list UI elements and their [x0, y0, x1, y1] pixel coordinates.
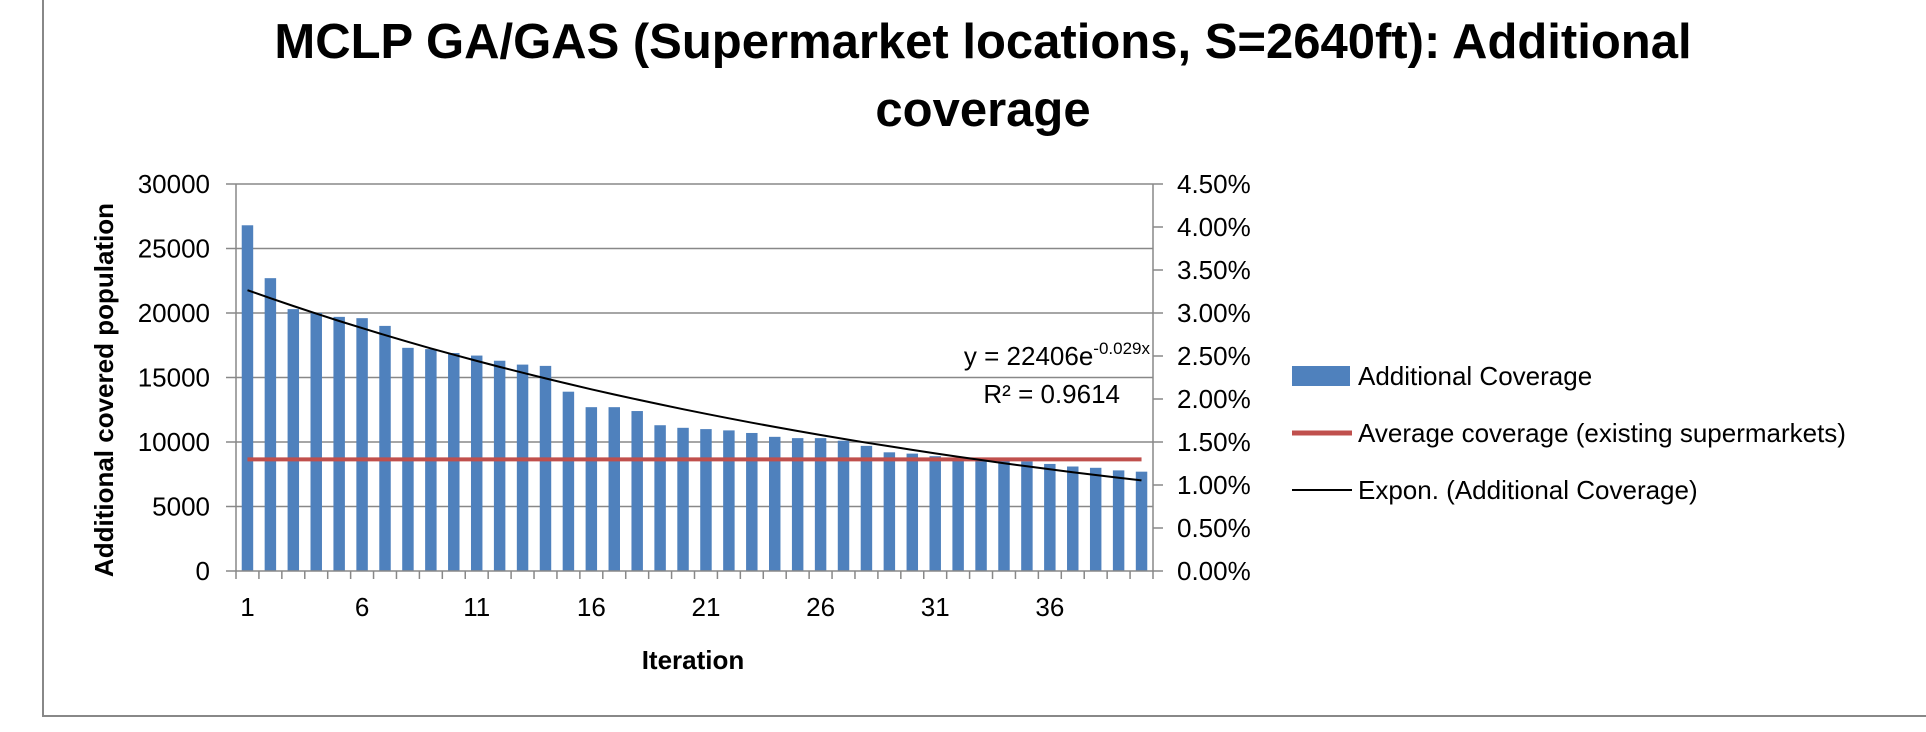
bar-additional-coverage — [746, 432, 758, 571]
x-axis-tick-label: 6 — [355, 592, 369, 622]
legend-label-average-coverage: Average coverage (existing supermarkets) — [1358, 418, 1846, 448]
bar-additional-coverage — [516, 364, 529, 571]
x-axis-tick-label: 26 — [806, 592, 835, 622]
bar-additional-coverage — [654, 425, 666, 571]
secondary-y-axis-tick-label: 4.00% — [1177, 212, 1251, 242]
bar-additional-coverage — [791, 438, 804, 571]
bar-additional-coverage — [333, 316, 345, 571]
axes — [226, 183, 1163, 579]
bar-additional-coverage — [493, 360, 506, 571]
bar-additional-coverage — [814, 438, 827, 571]
bar-additional-coverage — [356, 318, 368, 571]
trend-equation: y = 22406e-0.029x — [964, 339, 1151, 371]
secondary-y-axis-tick-label: 2.00% — [1177, 384, 1251, 414]
bar-additional-coverage — [952, 457, 964, 571]
secondary-y-axis-tick-label: 0.50% — [1177, 513, 1251, 543]
bar-additional-coverage — [470, 355, 483, 571]
bar-additional-coverage — [310, 313, 322, 571]
chart-title-line2: coverage — [875, 83, 1090, 137]
bar-additional-coverage — [585, 407, 598, 571]
bar-additional-coverage — [241, 225, 254, 571]
trend-equation-exponent: -0.029x — [1093, 339, 1150, 358]
bar-additional-coverage — [1067, 466, 1079, 571]
x-axis-tick-labels: 1 6 11 16 21 26 31 36 — [240, 592, 1064, 622]
bar-additional-coverage — [1135, 471, 1148, 571]
y-axis-tick-label: 20000 — [138, 298, 210, 328]
bar-additional-coverage — [1089, 467, 1102, 571]
chart-title-line1: MCLP GA/GAS (Supermarket locations, S=26… — [274, 15, 1691, 69]
secondary-y-axis-tick-label: 3.50% — [1177, 255, 1251, 285]
x-axis-title: Iteration — [642, 645, 745, 675]
chart-frame — [42, 0, 1926, 717]
legend: Additional Coverage Average coverage (ex… — [1292, 361, 1846, 505]
x-axis-tick-label: 16 — [577, 592, 606, 622]
secondary-y-axis-tick-label: 1.50% — [1177, 427, 1251, 457]
bar-additional-coverage — [700, 429, 712, 571]
legend-label-trendline: Expon. (Additional Coverage) — [1358, 475, 1698, 505]
exponential-trendline — [247, 289, 1142, 482]
x-axis-tick-label: 1 — [240, 592, 254, 622]
bar-additional-coverage — [837, 440, 850, 571]
trendline-series — [247, 289, 1142, 482]
bar-additional-coverage — [448, 352, 460, 571]
x-axis-tick-label: 31 — [921, 592, 950, 622]
bar-additional-coverage — [1044, 463, 1056, 571]
y-axis-tick-label: 0 — [196, 556, 210, 586]
bar-additional-coverage — [860, 445, 873, 571]
bar-additional-coverage — [677, 427, 689, 571]
bar-additional-coverage — [723, 430, 735, 571]
bar-additional-coverage — [929, 456, 941, 571]
secondary-y-axis-tick-label: 3.00% — [1177, 298, 1251, 328]
bar-additional-coverage — [906, 453, 919, 571]
secondary-y-axis-tick-label: 0.00% — [1177, 556, 1251, 586]
y-axis-tick-labels: 0 5000 10000 15000 20000 25000 30000 — [138, 169, 210, 586]
bar-additional-coverage — [1021, 461, 1033, 571]
bar-additional-coverage — [883, 452, 896, 571]
y-axis-tick-label: 30000 — [138, 169, 210, 199]
secondary-y-axis-tick-labels: 0.00% 0.50% 1.00% 1.50% 2.00% 2.50% 3.00% 3.50%… — [1177, 169, 1251, 586]
secondary-y-axis-tick-label: 1.00% — [1177, 470, 1251, 500]
bar-additional-coverage — [562, 391, 575, 571]
bar-additional-coverage — [1112, 470, 1125, 571]
bar-additional-coverage — [975, 458, 987, 571]
y-axis-tick-label: 15000 — [138, 363, 210, 393]
y-axis-tick-label: 5000 — [152, 492, 210, 522]
secondary-y-axis-tick-label: 4.50% — [1177, 169, 1251, 199]
legend-swatch-additional-coverage — [1292, 366, 1350, 386]
x-axis-tick-label: 21 — [692, 592, 721, 622]
bar-additional-coverage — [539, 365, 552, 571]
legend-label-additional-coverage: Additional Coverage — [1358, 361, 1592, 391]
x-axis-tick-label: 36 — [1035, 592, 1064, 622]
bar-additional-coverage — [769, 436, 781, 571]
y-axis-title: Additional covered population — [89, 203, 119, 577]
bar-additional-coverage — [264, 278, 277, 571]
bar-additional-coverage — [631, 411, 643, 571]
x-axis-tick-label: 11 — [463, 592, 490, 622]
bar-additional-coverage — [379, 325, 391, 571]
bar-additional-coverage — [998, 460, 1010, 571]
bar-additional-coverage — [608, 407, 620, 571]
y-axis-tick-label: 25000 — [138, 234, 210, 264]
bar-additional-coverage — [287, 309, 300, 571]
trend-equation-base: y = 22406e — [964, 341, 1093, 371]
trend-r-squared: R² = 0.9614 — [983, 379, 1120, 409]
secondary-y-axis-tick-label: 2.50% — [1177, 341, 1251, 371]
y-axis-tick-label: 10000 — [138, 427, 210, 457]
